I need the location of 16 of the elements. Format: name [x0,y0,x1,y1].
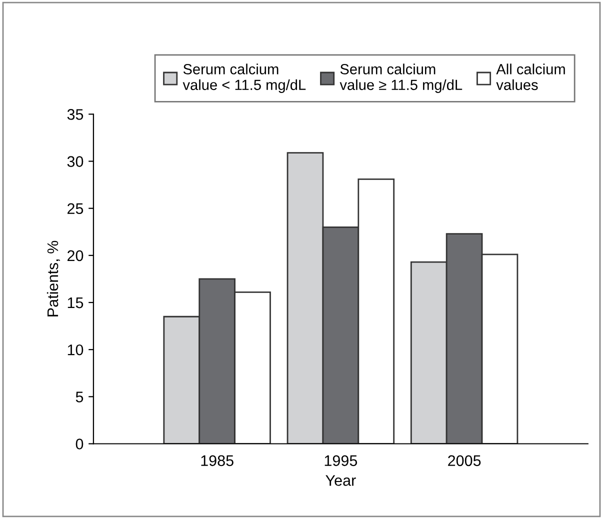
y-tick-label: 5 [76,392,84,402]
legend-label: All calcium values [496,64,565,90]
x-axis-title: Year [326,475,356,486]
y-axis-title: Patients, % [46,240,60,316]
y-tick-label: 15 [68,298,84,308]
x-tick-label: 1985 [201,455,234,466]
y-tick-label: 20 [68,250,84,262]
y-tick-label: 10 [68,344,84,356]
legend-label: Serum calcium value < 11.5 mg/dL [182,64,306,93]
x-tick-label: 1995 [324,455,358,466]
x-tick-label: 2005 [448,455,481,466]
legend-label: Serum calcium value ≥ 11.5 mg/dL [340,64,462,93]
y-tick-label: 25 [68,203,84,214]
y-tick-label: 30 [67,156,84,167]
y-tick-label: 35 [67,109,84,120]
y-tick-label: 0 [76,438,84,450]
